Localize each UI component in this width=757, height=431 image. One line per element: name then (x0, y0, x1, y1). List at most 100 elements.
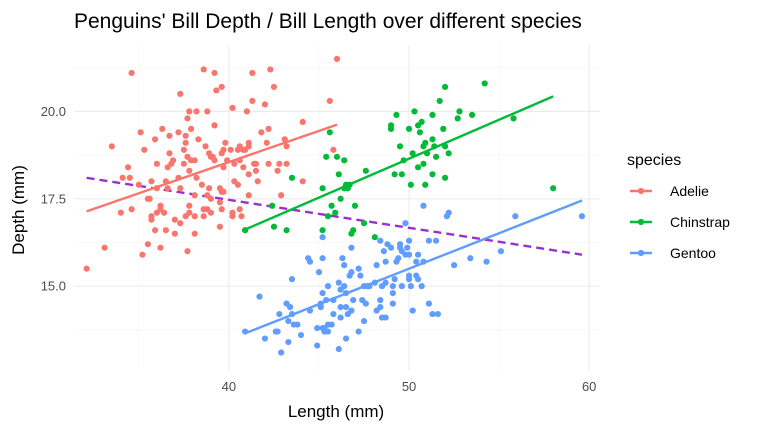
point-adelie (261, 101, 269, 108)
point-adelie (191, 213, 198, 220)
point-chinstrap (429, 111, 436, 118)
point-gentoo (297, 331, 305, 339)
legend-key-point (637, 218, 645, 226)
point-chinstrap (441, 174, 449, 181)
point-adelie (281, 136, 288, 143)
point-gentoo (342, 303, 350, 311)
point-gentoo (389, 290, 396, 297)
point-adelie (83, 265, 90, 272)
point-adelie (299, 178, 306, 185)
y-tick-label: 17.5 (41, 191, 66, 206)
legend-key-point (637, 249, 645, 257)
point-gentoo (389, 283, 396, 290)
overall-trend-line (86, 176, 583, 256)
point-chinstrap (335, 171, 342, 178)
point-gentoo (413, 258, 420, 265)
point-adelie (211, 157, 218, 164)
point-gentoo (319, 290, 326, 297)
point-adelie (128, 69, 135, 77)
point-gentoo (317, 303, 324, 311)
x-axis-ticks: 40 50 60 (222, 379, 597, 394)
point-gentoo (335, 279, 342, 286)
point-gentoo (418, 283, 425, 290)
point-adelie (182, 132, 189, 139)
point-gentoo (348, 244, 355, 251)
point-adelie (243, 108, 251, 115)
point-gentoo (377, 237, 384, 244)
point-gentoo (450, 262, 458, 269)
chart-title: Penguins' Bill Depth / Bill Length over … (74, 10, 582, 33)
point-adelie (186, 108, 193, 115)
point-adelie (101, 244, 108, 251)
y-axis-title: Depth (mm) (9, 165, 28, 255)
point-adelie (330, 146, 337, 153)
point-adelie (227, 146, 234, 153)
point-gentoo (425, 300, 432, 307)
point-adelie (182, 139, 189, 146)
point-adelie (276, 160, 283, 167)
point-adelie (234, 181, 242, 188)
point-chinstrap (429, 171, 436, 178)
point-chinstrap (436, 97, 443, 105)
point-chinstrap (396, 143, 404, 150)
point-adelie (160, 209, 168, 216)
point-chinstrap (445, 150, 452, 157)
point-adelie (267, 66, 274, 73)
point-adelie (137, 129, 144, 136)
point-gentoo (396, 241, 404, 248)
point-chinstrap (391, 171, 398, 178)
point-adelie (117, 209, 124, 216)
point-chinstrap (326, 129, 333, 136)
point-adelie (240, 164, 247, 171)
point-gentoo (404, 244, 411, 251)
point-gentoo (328, 321, 335, 328)
x-tick-label: 40 (222, 379, 236, 394)
point-adelie (218, 206, 225, 213)
point-gentoo (432, 237, 440, 244)
point-chinstrap (333, 153, 341, 160)
point-adelie (186, 209, 193, 216)
point-adelie (216, 199, 224, 206)
point-chinstrap (360, 220, 368, 227)
point-adelie (180, 146, 187, 153)
point-gentoo (512, 213, 519, 220)
legend-label: Chinstrap (670, 214, 730, 230)
point-gentoo (357, 272, 364, 279)
point-gentoo (360, 317, 368, 325)
point-adelie (191, 192, 198, 199)
point-gentoo (348, 307, 355, 314)
point-gentoo (341, 283, 348, 290)
point-adelie (218, 83, 225, 91)
point-gentoo (355, 328, 362, 335)
point-gentoo (355, 265, 362, 272)
point-gentoo (256, 293, 263, 300)
point-adelie (169, 157, 177, 164)
point-adelie (187, 125, 195, 132)
point-gentoo (377, 303, 384, 311)
x-tick-label: 50 (402, 379, 416, 394)
point-chinstrap (420, 160, 427, 167)
point-chinstrap (387, 122, 395, 129)
point-adelie (186, 202, 193, 209)
point-chinstrap (362, 167, 369, 174)
point-adelie (278, 192, 285, 199)
point-gentoo (335, 345, 342, 353)
point-adelie (207, 195, 215, 202)
point-gentoo (348, 269, 355, 276)
legend-label: Adelie (670, 183, 709, 199)
point-adelie (119, 174, 126, 181)
point-adelie (326, 97, 333, 105)
point-adelie (213, 87, 220, 94)
point-chinstrap (440, 125, 447, 132)
point-gentoo (314, 342, 321, 349)
point-gentoo (330, 310, 337, 318)
point-gentoo (445, 209, 452, 216)
point-adelie (200, 213, 207, 220)
point-gentoo (382, 314, 389, 321)
point-adelie (141, 146, 148, 153)
point-adelie (211, 69, 218, 77)
legend-label: Gentoo (670, 245, 716, 261)
point-gentoo (407, 283, 414, 290)
point-gentoo (285, 317, 292, 325)
point-adelie (151, 136, 159, 143)
